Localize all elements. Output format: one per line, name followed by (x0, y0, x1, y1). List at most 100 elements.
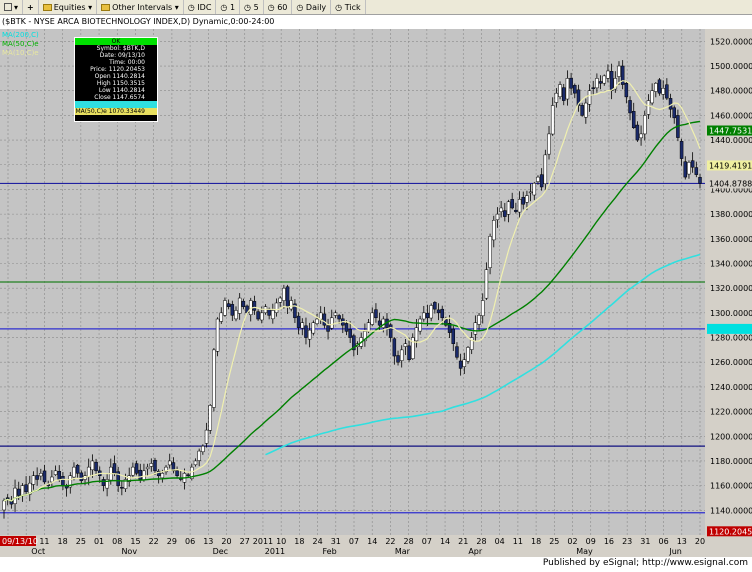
candle-up (606, 70, 610, 79)
candle-down (561, 87, 566, 101)
candle-up (488, 236, 492, 268)
interval-daily[interactable]: ◷ Daily (292, 0, 332, 14)
candle-up (506, 201, 511, 215)
candle-down (230, 304, 235, 316)
candle-up (646, 100, 651, 115)
interval-60[interactable]: ◷ 60 (264, 0, 293, 14)
candle-down (569, 77, 573, 89)
candle-down (112, 463, 117, 474)
candle-down (433, 302, 437, 310)
info-date: Date: 09/13/10 (99, 52, 145, 59)
candle-up (329, 317, 334, 329)
grid-icon (4, 3, 12, 11)
candle-up (300, 322, 305, 329)
candle-up (167, 460, 172, 466)
x-month-label: Apr (468, 547, 483, 556)
footer: Published by eSignal; http://www.esignal… (0, 557, 752, 572)
interval-tick-label: Tick (344, 2, 361, 12)
interval-5[interactable]: ◷ 5 (240, 0, 264, 14)
candle-down (631, 111, 636, 128)
candle-down (683, 161, 688, 178)
candle-up (72, 466, 76, 478)
candle-up (318, 312, 323, 320)
info-high: High 1150.3515 (96, 80, 145, 87)
candle-up (219, 312, 224, 322)
interval-1[interactable]: ◷ 1 (216, 0, 241, 14)
candle-up (547, 133, 551, 155)
candle-down (24, 484, 28, 493)
candle-down (293, 303, 297, 319)
candle-up (311, 322, 316, 334)
x-tick-label: 31 (331, 537, 341, 546)
candle-up (484, 269, 489, 299)
candle-down (690, 160, 695, 168)
y-tick-label: 1140.000000 (710, 506, 752, 515)
ma10-line (3, 80, 701, 502)
candle-up (558, 84, 562, 98)
candle-down (57, 471, 61, 480)
legend-ma200: MA(200,C) (2, 31, 39, 39)
clock-icon: ◷ (296, 2, 304, 12)
candle-up (363, 331, 367, 342)
candle-up (473, 322, 478, 335)
candle-down (352, 335, 356, 351)
candle-down (326, 325, 330, 332)
interval-tick[interactable]: ◷ Tick (331, 0, 366, 14)
candle-down (116, 471, 120, 486)
x-tick-label: 23 (622, 537, 632, 546)
start-date-bg (0, 536, 36, 546)
candle-down (455, 346, 459, 358)
candle-down (156, 470, 161, 477)
info-ok: OK (75, 38, 157, 45)
candle-down (374, 309, 378, 319)
candle-up (160, 473, 165, 479)
x-tick-label: 22 (149, 537, 159, 546)
cursor-info-window[interactable]: OK Symbol: $BTK,D Date: 09/13/10 Time: 0… (74, 37, 158, 122)
folder-icon (42, 3, 52, 11)
x-tick-label: 14 (367, 537, 377, 546)
x-tick-label: 06 (658, 537, 668, 546)
interval-5-label: 5 (253, 2, 259, 12)
candle-down (672, 107, 676, 119)
candle-up (499, 207, 503, 213)
candle-down (576, 89, 581, 106)
price-chart[interactable]: 1140.000000 1160.000000 1180.000000 1200.00… (0, 29, 752, 557)
ma50-line (3, 120, 701, 502)
x-tick-label: 13 (203, 537, 213, 546)
toolbar-menu[interactable]: ▾ (0, 0, 24, 14)
candle-down (175, 470, 179, 477)
candle-up (215, 318, 220, 352)
candle-up (462, 359, 467, 367)
x-tick-label: 13 (677, 537, 687, 546)
start-level-tag-bg (707, 526, 752, 537)
candle-up (411, 337, 415, 359)
clock-icon: ◷ (335, 2, 343, 12)
candle-up (418, 318, 422, 332)
toolbar-add[interactable]: + (23, 0, 39, 14)
candle-down (396, 355, 400, 363)
x-tick-label: 25 (76, 537, 86, 546)
candle-up (492, 220, 496, 241)
y-tick-label: 1460.000000 (710, 111, 752, 120)
candle-up (28, 482, 32, 495)
equities-button[interactable]: Equities ▾ (39, 0, 98, 14)
candle-down (657, 79, 662, 94)
x-month-label: Feb (322, 547, 336, 556)
candle-down (256, 311, 260, 320)
interval-idc[interactable]: ◷ IDC (184, 0, 217, 14)
candle-down (425, 312, 430, 319)
x-tick-label: 22 (385, 537, 395, 546)
candle-down (679, 141, 684, 159)
candle-up (422, 312, 426, 320)
candle-down (624, 83, 629, 98)
y-tick-label: 1160.000000 (710, 482, 752, 491)
candle-down (377, 320, 382, 326)
candle-down (539, 174, 544, 188)
candle-down (388, 324, 393, 338)
candle-up (550, 105, 555, 135)
other-intervals-button[interactable]: Other Intervals ▾ (97, 0, 184, 14)
y-tick-label: 1520.000000 (710, 37, 752, 46)
y-tick-label: 1260.000000 (710, 358, 752, 367)
candle-up (307, 329, 312, 340)
chart-area[interactable]: 1140.000000 1160.000000 1180.000000 1200.00… (0, 29, 752, 557)
